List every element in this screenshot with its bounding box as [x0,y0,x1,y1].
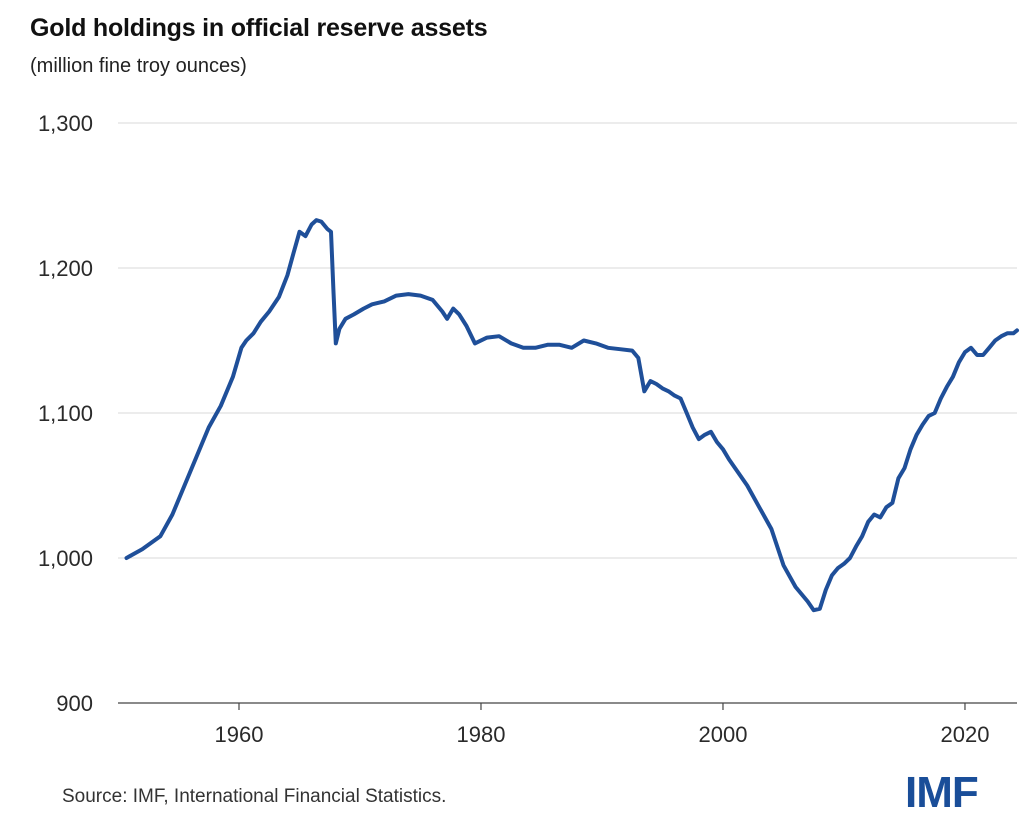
gridlines [118,122,1017,559]
chart-subtitle: (million fine troy ounces) [30,55,247,77]
x-tick-label: 2000 [699,722,748,747]
x-tick-label: 1980 [457,722,506,747]
source-note: Source: IMF, International Financial Sta… [62,786,447,807]
y-tick-label: 900 [56,691,93,716]
series-layer [124,218,1019,613]
x-axis: 1960 1980 2000 2020 [118,702,1017,747]
y-tick-label: 1,100 [38,401,93,426]
series-line-gold-holdings [124,218,1019,613]
y-tick-label: 1,000 [38,546,93,571]
y-tick-label: 1,300 [38,111,93,136]
chart-title: Gold holdings in official reserve assets [30,14,488,42]
x-tick-label: 1960 [215,722,264,747]
imf-logo: IMF [905,768,979,817]
x-tick-label: 2020 [940,722,989,747]
y-axis-tick-labels: 900 1,000 1,100 1,200 1,300 [38,111,93,716]
y-tick-label: 1,200 [38,256,93,281]
